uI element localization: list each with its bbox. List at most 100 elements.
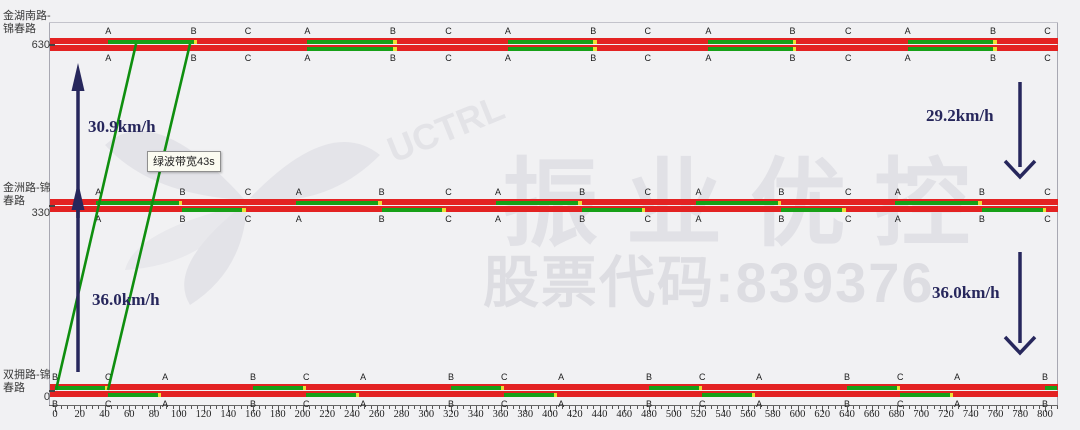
axis-tick-label: 760 — [987, 409, 1004, 420]
axis-minor-tick — [116, 406, 118, 409]
speed-label: 36.0km/h — [932, 283, 1000, 302]
axis-minor-tick — [989, 406, 991, 409]
phase-letter: C — [644, 214, 652, 224]
phase-letter: B — [378, 187, 385, 197]
axis-minor-tick — [1038, 406, 1040, 409]
green-phase-segment — [847, 386, 897, 390]
axis-major-tick — [970, 406, 972, 412]
phase-letter: C — [844, 214, 852, 224]
axis-tick-label: 160 — [245, 409, 261, 420]
yellow-phase-segment — [593, 47, 598, 51]
phase-letter: A — [954, 399, 961, 409]
phase-letter: A — [954, 372, 961, 382]
phase-letter: C — [844, 53, 852, 63]
axis-tick-label: 440 — [591, 409, 608, 420]
axis-minor-tick — [908, 406, 910, 409]
green-phase-segment — [451, 386, 501, 390]
yellow-phase-segment — [302, 386, 307, 390]
axis-minor-tick — [710, 406, 712, 409]
yellow-phase-segment — [777, 201, 782, 205]
phase-letter: B — [579, 214, 586, 224]
axis-tick-label: 680 — [888, 409, 905, 420]
phase-letter: C — [844, 187, 852, 197]
axis-tick-label: 480 — [641, 409, 657, 420]
signal-phase-bar[interactable] — [50, 45, 1058, 51]
phase-letter: A — [495, 214, 502, 224]
axis-tick-label: 400 — [542, 409, 558, 420]
axis-tick-label: 240 — [344, 409, 360, 420]
axis-major-tick — [550, 406, 551, 412]
yellow-phase-segment — [593, 40, 598, 44]
axis-tick-label: 120 — [195, 409, 212, 420]
axis-minor-tick — [853, 406, 855, 409]
axis-minor-tick — [543, 406, 545, 409]
axis-minor-tick — [760, 406, 762, 409]
yellow-phase-segment — [641, 208, 646, 212]
axis-major-tick — [327, 406, 329, 412]
phase-letter: A — [295, 214, 302, 224]
axis-minor-tick — [519, 406, 521, 409]
axis-major-tick — [847, 406, 848, 412]
axis-minor-tick — [265, 406, 267, 409]
phase-letter: A — [695, 214, 702, 224]
axis-minor-tick — [166, 406, 168, 409]
axis-major-tick — [921, 406, 923, 412]
axis-minor-tick — [803, 406, 805, 409]
axis-major-tick — [129, 406, 131, 412]
axis-major-tick — [649, 406, 650, 412]
axis-minor-tick — [135, 406, 137, 409]
phase-letter: B — [190, 26, 197, 36]
phase-letter: A — [105, 26, 112, 36]
axis-minor-tick — [605, 406, 607, 409]
axis-minor-tick — [259, 406, 261, 409]
axis-tick-label: 40 — [99, 409, 110, 420]
phase-letter: A — [558, 399, 565, 409]
phase-letter: A — [95, 187, 102, 197]
axis-minor-tick — [717, 406, 719, 409]
phase-letter: B — [1041, 399, 1049, 409]
green-phase-segment — [381, 208, 443, 212]
green-phase-segment — [781, 208, 843, 212]
axis-tick-label: 20 — [74, 409, 86, 420]
green-phase-segment — [582, 208, 642, 212]
signal-phase-bar[interactable] — [50, 206, 1058, 212]
signal-phase-bar[interactable] — [50, 199, 1058, 205]
green-phase-segment — [307, 47, 393, 51]
signal-phase-bar[interactable] — [50, 384, 1058, 390]
yellow-phase-segment — [698, 386, 703, 390]
phase-letter: B — [778, 214, 785, 224]
axis-minor-tick — [395, 406, 397, 409]
road-position-value: 630 — [31, 39, 50, 51]
phase-letter: B — [645, 399, 653, 409]
y-axis-tick — [49, 205, 55, 207]
greenwave-bandwidth-tooltip: 绿波带宽43s — [147, 151, 221, 172]
axis-tick-label: 800 — [1037, 409, 1053, 420]
axis-minor-tick — [382, 406, 384, 409]
phase-letter: A — [904, 53, 911, 63]
axis-minor-tick — [506, 406, 508, 409]
axis-tick-label: 720 — [938, 409, 954, 420]
speed-label: 36.0km/h — [92, 290, 160, 309]
green-phase-segment — [95, 201, 179, 205]
green-phase-segment — [495, 201, 579, 205]
axis-tick-label: 340 — [467, 409, 484, 420]
axis-major-tick — [401, 406, 403, 412]
axis-minor-tick — [915, 406, 917, 409]
phase-letter: A — [504, 53, 511, 63]
yellow-phase-segment — [993, 47, 997, 51]
axis-minor-tick — [308, 406, 310, 409]
signal-phase-bar[interactable] — [50, 391, 1058, 397]
axis-minor-tick — [766, 406, 768, 409]
green-phase-segment — [55, 386, 105, 390]
axis-minor-tick — [184, 406, 186, 409]
phase-letter: A — [360, 372, 367, 382]
axis-minor-tick — [902, 406, 904, 409]
axis-major-tick — [772, 406, 774, 412]
yellow-phase-segment — [949, 393, 954, 397]
axis-tick-label: 300 — [418, 409, 435, 420]
axis-tick-label: 180 — [269, 409, 286, 420]
phase-letter: A — [504, 26, 511, 36]
phase-letter: B — [447, 372, 455, 382]
axis-minor-tick — [147, 406, 149, 409]
signal-phase-bar[interactable] — [50, 38, 1058, 44]
